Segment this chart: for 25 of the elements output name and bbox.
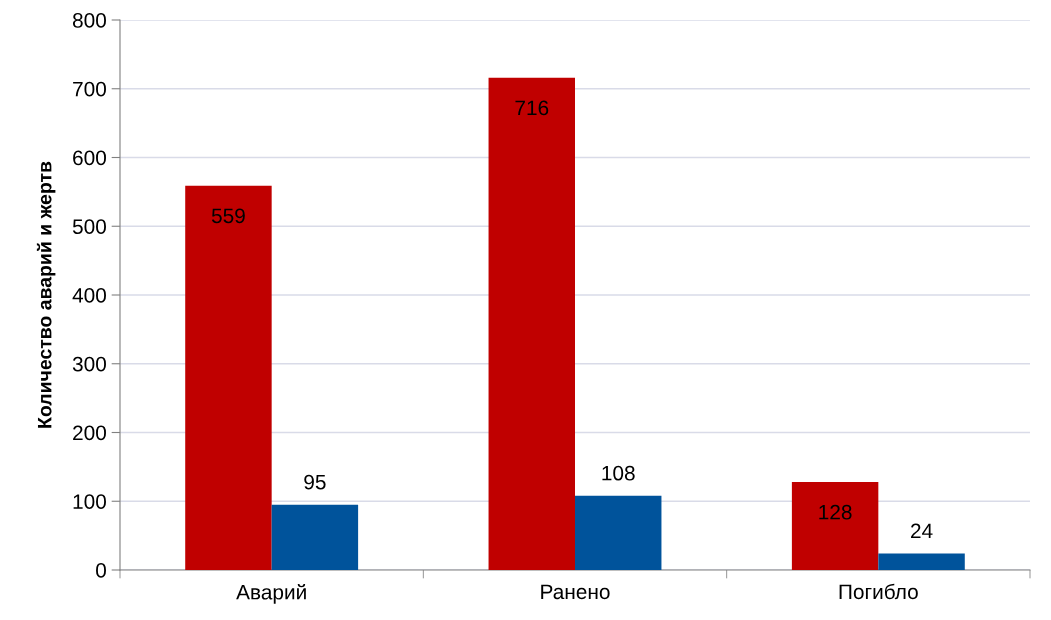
x-tick-label: Погибло <box>839 583 918 600</box>
y-tick-label: 100 <box>73 494 106 509</box>
y-tick-label: 500 <box>72 219 106 234</box>
bar <box>271 504 359 570</box>
x-tick-label: Аварий <box>236 583 306 604</box>
data-label: 128 <box>819 504 852 520</box>
x-tick-label: Ранено <box>541 584 610 600</box>
y-tick-label: 0 <box>96 563 106 578</box>
bar <box>575 495 662 570</box>
bar <box>488 77 575 570</box>
bar <box>878 553 965 570</box>
y-tick-label: 400 <box>72 288 106 303</box>
y-tick-label: 800 <box>72 13 106 28</box>
data-label: 108 <box>602 465 635 481</box>
y-tick-label: 700 <box>73 81 106 97</box>
data-label: 24 <box>911 523 933 539</box>
bar <box>791 482 879 570</box>
data-label: 559 <box>211 208 245 224</box>
y-axis-title: Количество аварий и жертв <box>36 161 56 428</box>
y-tick-label: 300 <box>72 356 106 372</box>
data-label: 716 <box>515 100 549 116</box>
bar <box>185 185 272 570</box>
y-tick-label: 600 <box>73 150 106 166</box>
y-tick-label: 200 <box>73 425 106 441</box>
data-label: 95 <box>304 474 326 490</box>
